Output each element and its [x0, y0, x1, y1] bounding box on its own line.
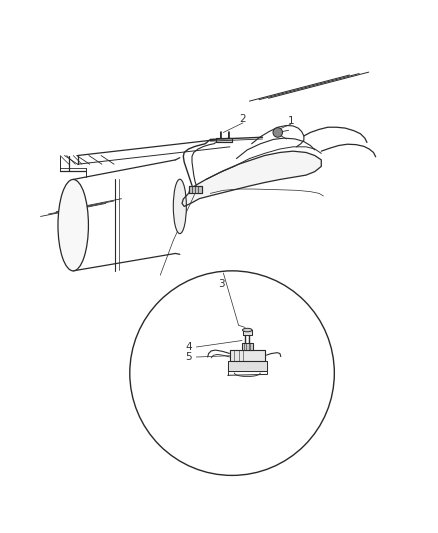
Polygon shape [188, 186, 201, 192]
Polygon shape [243, 330, 252, 335]
Text: 4: 4 [185, 342, 192, 352]
Polygon shape [228, 361, 267, 371]
Ellipse shape [243, 328, 252, 332]
Text: 1: 1 [287, 116, 294, 126]
Ellipse shape [173, 179, 186, 233]
Polygon shape [216, 138, 232, 142]
Polygon shape [242, 343, 253, 350]
Text: 2: 2 [240, 115, 246, 124]
Polygon shape [230, 350, 265, 361]
Ellipse shape [58, 180, 88, 271]
Text: 3: 3 [218, 279, 225, 289]
Circle shape [273, 128, 283, 137]
Text: 5: 5 [185, 352, 192, 362]
Polygon shape [182, 151, 321, 206]
